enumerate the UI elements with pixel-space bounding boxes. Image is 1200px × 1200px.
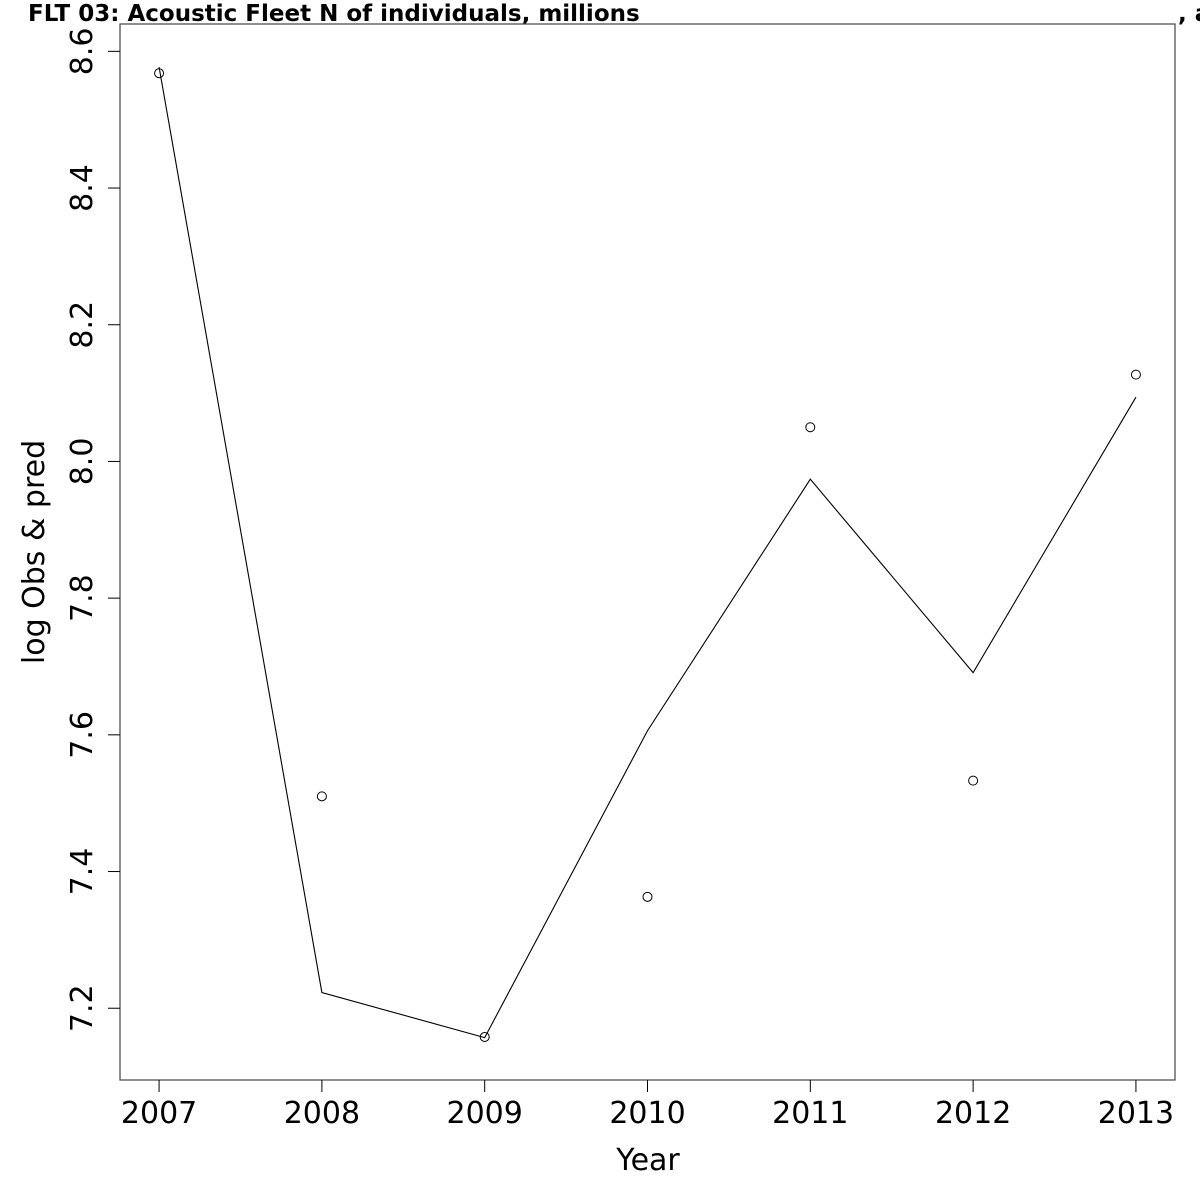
y-axis-label: log Obs & pred — [17, 440, 52, 664]
predicted-line — [158, 66, 1137, 1039]
observed-point — [968, 775, 979, 786]
observed-point — [154, 68, 165, 79]
plot-area — [154, 66, 1141, 1042]
observed-point — [642, 891, 653, 902]
y-tick-label: 8.2 — [65, 301, 100, 349]
x-axis-label: Year — [615, 1143, 680, 1178]
x-tick-label: 2007 — [121, 1096, 197, 1131]
observed-point — [479, 1031, 490, 1042]
y-tick-label: 7.6 — [65, 711, 100, 759]
observed-point — [1130, 369, 1141, 380]
chart-title: FLT 03: Acoustic Fleet N of individuals,… — [28, 1, 640, 27]
y-axis: 7.2 7.4 7.6 7.8 8.0 8.2 8.4 8.6 — [65, 27, 120, 1032]
plot-frame — [119, 23, 1176, 1081]
observed-point — [316, 791, 327, 802]
x-tick-label: 2009 — [447, 1096, 523, 1131]
y-tick-label: 8.6 — [65, 27, 100, 75]
y-tick-label: 7.2 — [65, 984, 100, 1032]
y-tick-label: 7.8 — [65, 574, 100, 622]
x-tick-label: 2011 — [772, 1096, 848, 1131]
x-tick-label: 2008 — [284, 1096, 360, 1131]
x-tick-label: 2010 — [609, 1096, 685, 1131]
x-tick-label: 2013 — [1098, 1096, 1174, 1131]
y-tick-label: 7.4 — [65, 848, 100, 896]
observed-point — [805, 422, 816, 433]
chart-title-suffix: , a — [1178, 1, 1200, 27]
y-tick-label: 8.4 — [65, 164, 100, 212]
x-tick-label: 2012 — [935, 1096, 1011, 1131]
x-axis: 2007 2008 2009 2010 2011 2012 2013 — [121, 1080, 1174, 1131]
y-tick-label: 8.0 — [65, 438, 100, 486]
